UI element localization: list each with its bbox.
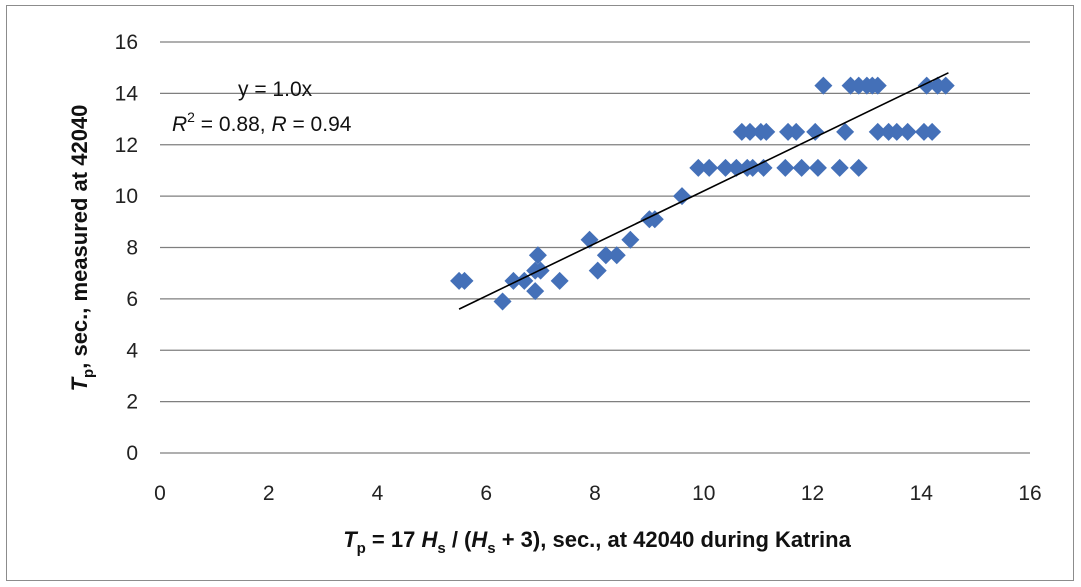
y-tick-label: 4 — [126, 339, 138, 362]
r2-value: = 0.88, — [195, 113, 271, 136]
x-tick-label: 8 — [589, 482, 601, 505]
data-point — [754, 158, 773, 177]
data-point — [898, 122, 917, 141]
y-tick-label: 12 — [115, 134, 138, 157]
data-point — [868, 76, 887, 95]
data-point — [836, 122, 855, 141]
data-point — [716, 158, 735, 177]
data-point — [515, 271, 534, 290]
y-tick-label: 10 — [115, 185, 138, 208]
data-point — [808, 158, 827, 177]
y-axis-label: Tp, sec., measured at 42040 — [67, 105, 97, 392]
data-point — [596, 246, 615, 265]
data-point — [868, 122, 887, 141]
data-point — [550, 271, 569, 290]
data-point — [740, 122, 759, 141]
data-point — [645, 210, 664, 229]
data-point — [936, 76, 955, 95]
x-tick-label: 14 — [910, 482, 934, 505]
data-point — [493, 292, 512, 311]
y-tick-label: 16 — [115, 31, 138, 54]
y-tick-label: 0 — [126, 442, 138, 465]
x-tick-label: 2 — [263, 482, 275, 505]
data-point — [887, 122, 906, 141]
data-point — [830, 158, 849, 177]
data-point — [787, 122, 806, 141]
data-point — [806, 122, 825, 141]
r2-superscript: 2 — [187, 109, 195, 125]
x-tick-label: 0 — [154, 482, 166, 505]
y-tick-label: 8 — [126, 237, 138, 260]
x-axis-label: Tp = 17 Hs / (Hs + 3), sec., at 42040 du… — [343, 527, 851, 557]
r-squared-annotation: R2 = 0.88, R = 0.94 — [172, 109, 352, 136]
data-point — [792, 158, 811, 177]
r-symbol: R — [271, 113, 286, 136]
data-point — [528, 246, 547, 265]
data-point — [588, 261, 607, 280]
data-point — [673, 187, 691, 206]
data-point — [700, 158, 719, 177]
r-value: = 0.94 — [287, 113, 352, 136]
y-tick-labels: 0 2 4 6 8 10 12 14 16 — [115, 31, 139, 465]
data-points — [450, 76, 955, 311]
y-tick-label: 6 — [126, 288, 138, 311]
data-point — [455, 271, 474, 290]
data-point — [923, 122, 942, 141]
data-point — [849, 158, 868, 177]
data-point — [526, 282, 545, 301]
trendline — [458, 72, 949, 310]
data-point — [814, 76, 833, 95]
x-tick-label: 12 — [801, 482, 824, 505]
x-tick-label: 10 — [692, 482, 715, 505]
r2-symbol: R — [172, 113, 187, 136]
data-point — [607, 246, 626, 265]
data-point — [689, 158, 708, 177]
data-point — [776, 158, 795, 177]
x-tick-label: 6 — [480, 482, 492, 505]
data-point — [621, 230, 640, 249]
gridlines — [160, 41, 1030, 454]
equation-annotation: y = 1.0x — [238, 78, 313, 101]
y-tick-label: 14 — [115, 82, 139, 105]
y-tick-label: 2 — [126, 391, 138, 414]
x-tick-label: 16 — [1018, 482, 1041, 505]
data-point — [757, 122, 776, 141]
x-tick-labels: 0 2 4 6 8 10 12 14 16 — [154, 482, 1042, 505]
x-tick-label: 4 — [372, 482, 384, 505]
